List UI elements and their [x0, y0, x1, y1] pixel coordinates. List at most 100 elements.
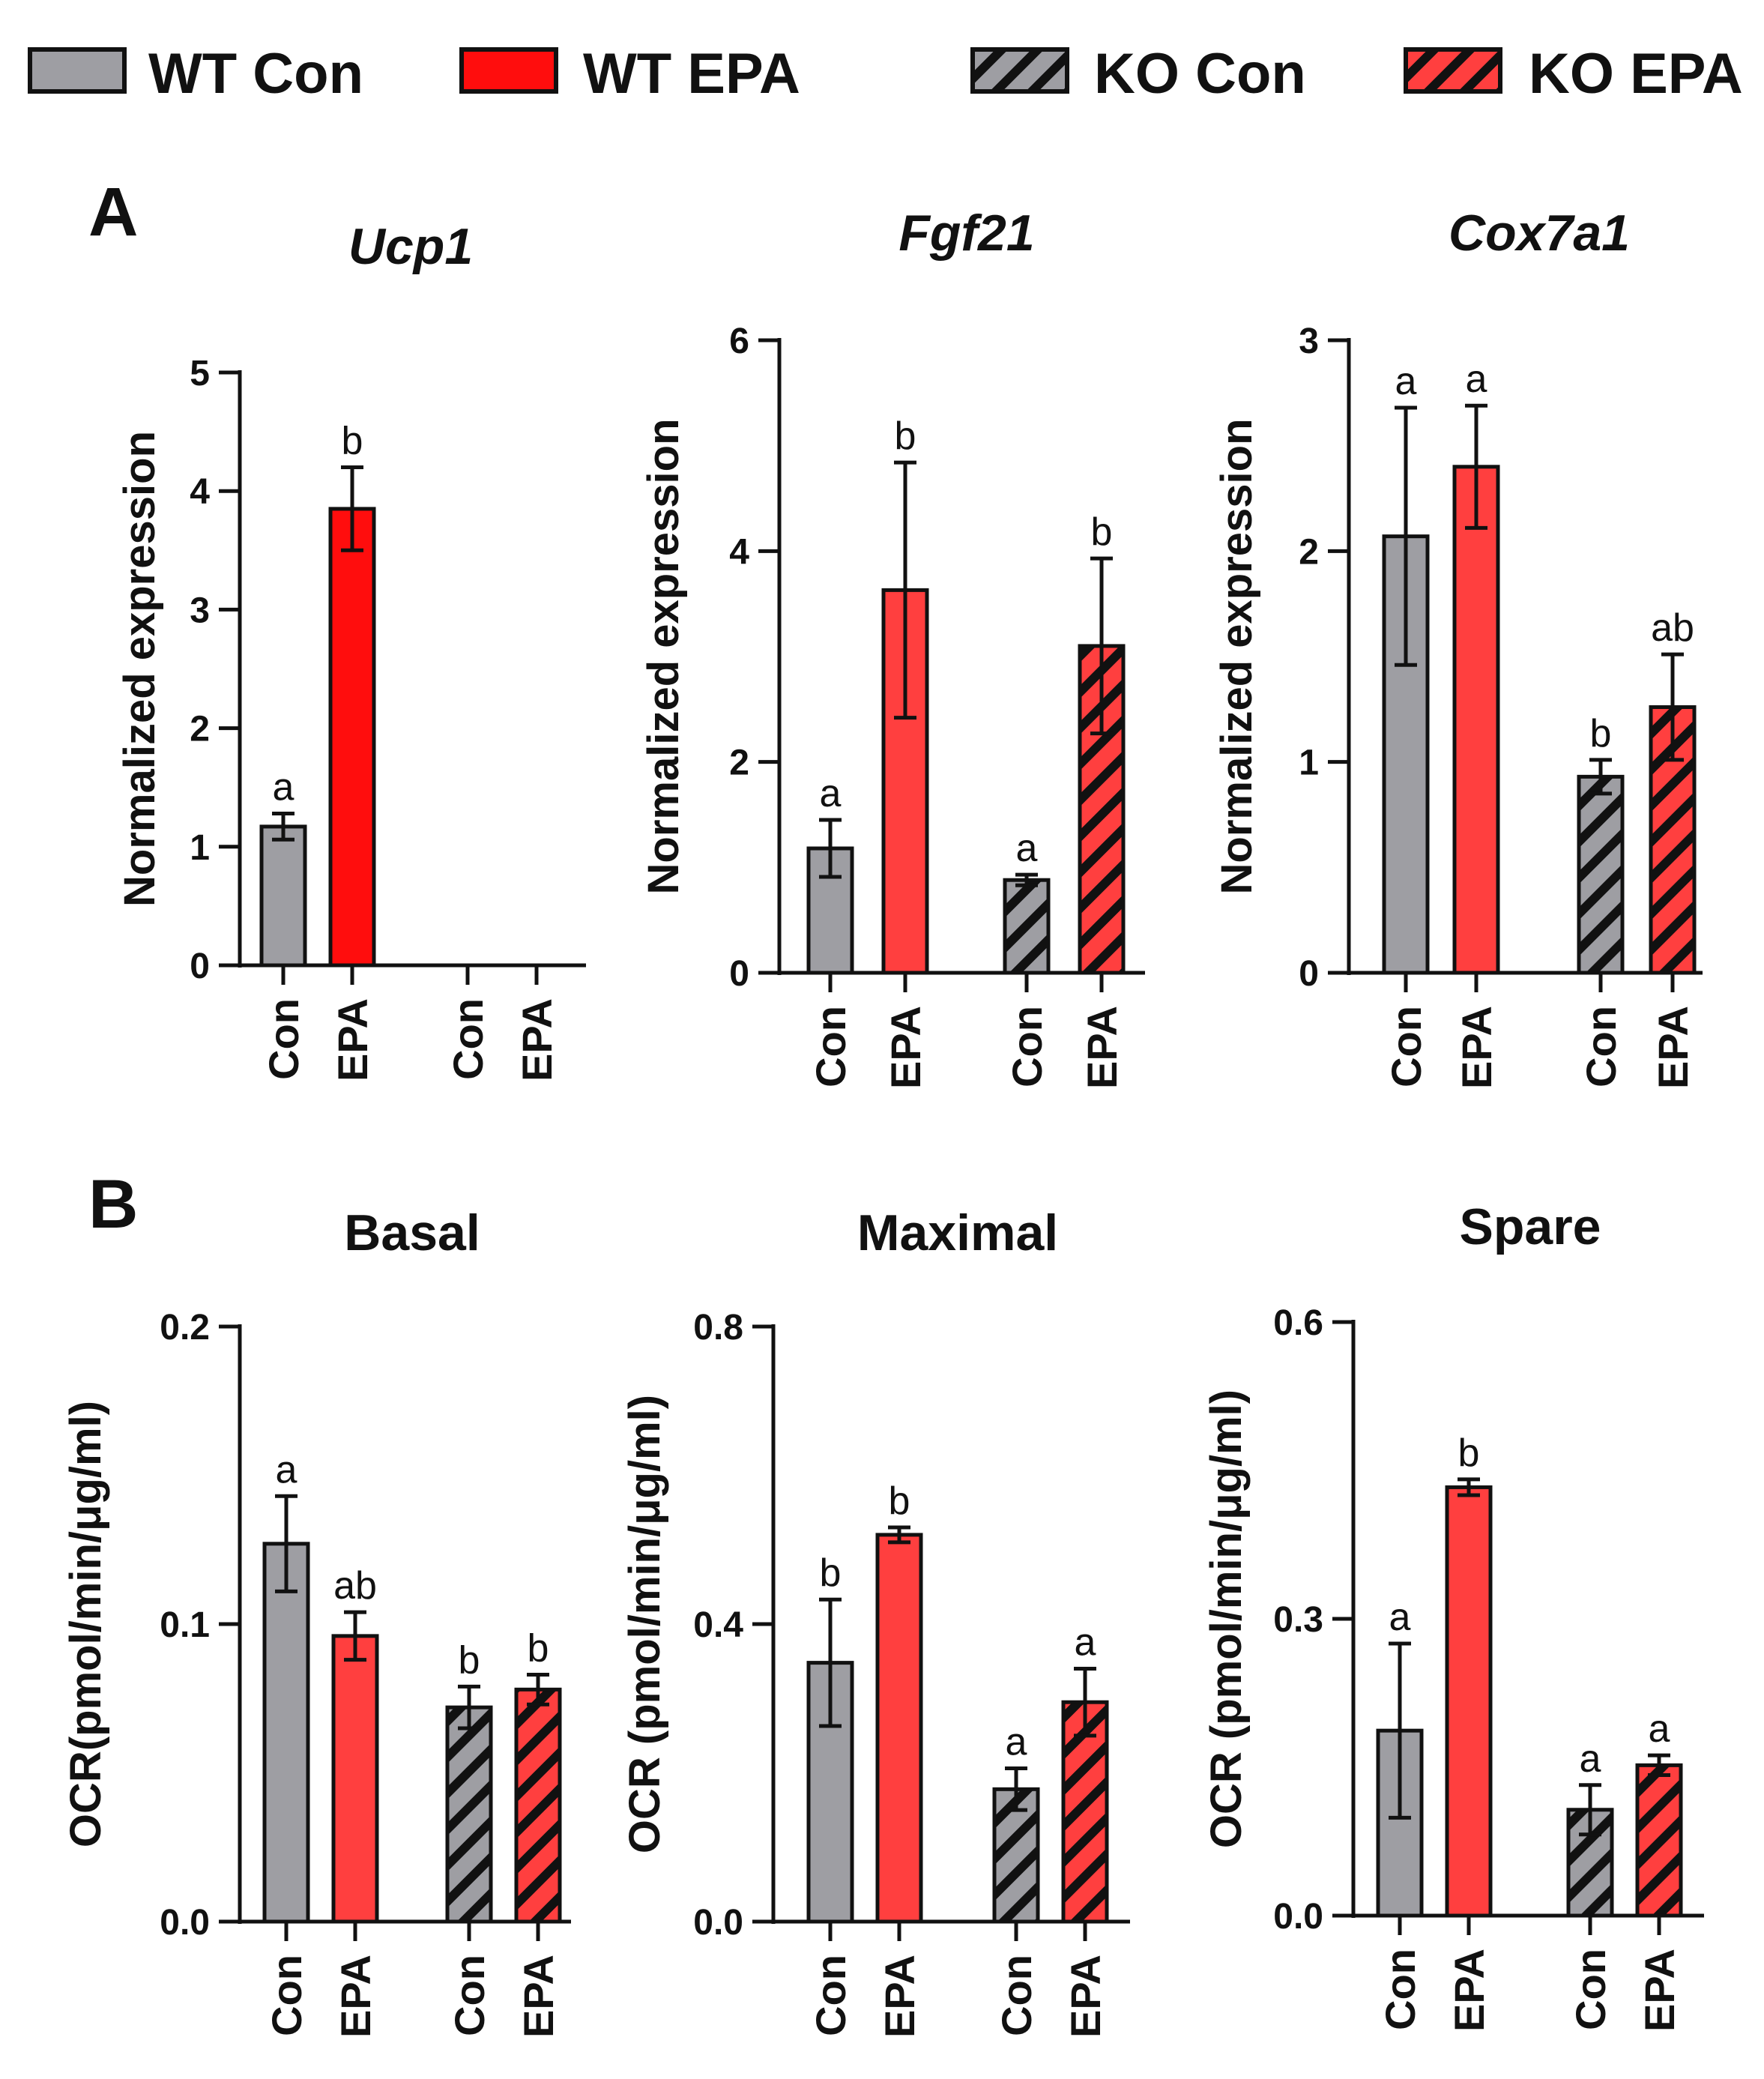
chart-3-xtick-label: EPA — [515, 1955, 562, 2038]
legend-swatch-ko-con — [970, 47, 1069, 94]
chart-0-xtick-label: EPA — [329, 998, 376, 1081]
chart-3-ytick-label: 0.1 — [160, 1605, 210, 1645]
chart-2-ylabel: Normalized expression — [1212, 419, 1261, 895]
chart-0-ytick-label: 1 — [190, 828, 210, 868]
chart-2-sig-label-wt-epa: a — [1466, 357, 1487, 401]
chart-0-ytick-label: 5 — [190, 354, 210, 393]
chart-2-bar-wt-epa — [1452, 465, 1500, 975]
chart-0-bar-wt-con — [259, 824, 307, 968]
chart-1-ytick-label: 2 — [729, 743, 749, 783]
chart-5-xtick-label: EPA — [1636, 1949, 1683, 2032]
chart-3-bar-wt-epa — [331, 1634, 379, 1924]
chart-5-xtick-label: EPA — [1446, 1949, 1493, 2032]
legend-item-ko-epa: KO EPA — [1404, 42, 1743, 106]
chart-maximal: Maximal OCR (pmol/min/μg/ml) 0.0 0.4 0.8 Con b… — [620, 1204, 1130, 2038]
chart-5-sig-label-wt-epa: b — [1458, 1431, 1480, 1475]
chart-3-bar-wt-con — [262, 1542, 310, 1924]
chart-2-sig-label-ko-con: b — [1590, 712, 1612, 755]
chart-3-xtick-label: Con — [263, 1955, 310, 2036]
chart-2-xtick-label: EPA — [1453, 1006, 1500, 1089]
legend-label-ko-epa: KO EPA — [1529, 42, 1743, 106]
chart-1-ytick-label: 0 — [729, 954, 749, 994]
chart-2-xtick-label: Con — [1577, 1006, 1625, 1087]
chart-4-ytick-label: 0.8 — [693, 1308, 743, 1348]
chart-3-sig-label-wt-con: a — [276, 1448, 297, 1491]
chart-3-xtick-label: Con — [446, 1955, 493, 2036]
chart-2-bar-ko-con — [1577, 774, 1625, 975]
chart-3-ytick-label: 0.2 — [160, 1308, 210, 1348]
chart-0-bar-wt-epa — [328, 507, 376, 968]
chart-3-ylabel: OCR(pmol/min/μg/ml) — [61, 1401, 110, 1847]
chart-1-title: Fgf21 — [898, 205, 1034, 262]
chart-1-sig-label-wt-con: a — [820, 772, 842, 815]
chart-3-sig-label-ko-epa: b — [528, 1626, 549, 1670]
chart-1-sig-label-ko-epa: b — [1091, 510, 1113, 554]
chart-3-title: Basal — [344, 1204, 480, 1261]
chart-5-ytick-label: 0.6 — [1273, 1303, 1323, 1343]
chart-4-sig-label-ko-con: a — [1006, 1721, 1027, 1764]
chart-5-sig-label-ko-epa: a — [1649, 1707, 1670, 1751]
chart-5-xtick-label: Con — [1377, 1949, 1424, 2030]
chart-0-xtick-label: EPA — [513, 998, 561, 1081]
chart-3-sig-label-wt-epa: ab — [333, 1564, 377, 1608]
chart-3-ytick-label: 0.0 — [160, 1903, 210, 1943]
legend-item-ko-con: KO Con — [970, 42, 1306, 106]
chart-3-sig-label-ko-con: b — [459, 1638, 480, 1682]
legend-label-wt-con: WT Con — [148, 42, 363, 106]
chart-4-xtick-label: Con — [807, 1955, 854, 2036]
chart-0-ytick-label: 0 — [190, 947, 210, 986]
chart-4-xtick-label: EPA — [1062, 1955, 1109, 2038]
chart-3-bar-ko-epa — [514, 1687, 562, 1924]
legend-swatch-ko-epa — [1404, 47, 1502, 94]
chart-0-ylabel: Normalized expression — [115, 431, 164, 907]
chart-3-xtick-label: EPA — [332, 1955, 379, 2038]
legend-label-ko-con: KO Con — [1094, 42, 1306, 106]
chart-5-ylabel: OCR (pmol/min/μg/ml) — [1202, 1389, 1251, 1848]
chart-2-title: Cox7a1 — [1449, 205, 1630, 262]
chart-0-ytick-label: 4 — [190, 472, 210, 512]
legend-swatch-wt-con — [28, 47, 127, 94]
chart-4-ytick-label: 0.0 — [693, 1903, 743, 1943]
chart-0-xtick-label: Con — [444, 998, 492, 1080]
chart-2-ytick-label: 3 — [1299, 322, 1319, 361]
chart-spare: Spare OCR (pmol/min/μg/ml) 0.0 0.3 0.6 Con a EP… — [1202, 1198, 1704, 2032]
chart-4-title: Maximal — [857, 1204, 1058, 1261]
chart-fgf21: Fgf21 Normalized expression 0 2 4 6 Con a EPA b Co… — [639, 205, 1145, 1089]
chart-5-bar-ko-epa — [1635, 1763, 1683, 1918]
chart-4-sig-label-ko-epa: a — [1075, 1621, 1096, 1665]
chart-1-xtick-label: Con — [1003, 1006, 1051, 1087]
chart-2-sig-label-wt-con: a — [1395, 360, 1417, 403]
chart-1-xtick-label: Con — [807, 1006, 854, 1087]
chart-5-ytick-label: 0.0 — [1273, 1897, 1323, 1937]
chart-0-xtick-label: Con — [260, 998, 307, 1080]
chart-1-bar-ko-con — [1003, 878, 1051, 975]
chart-2-ytick-label: 0 — [1299, 954, 1319, 994]
chart-0-ytick-label: 3 — [190, 591, 210, 630]
chart-4-ytick-label: 0.4 — [693, 1605, 743, 1645]
chart-5-sig-label-ko-con: a — [1580, 1737, 1601, 1781]
chart-4-xtick-label: Con — [993, 1955, 1040, 2036]
chart-1-ytick-label: 6 — [729, 322, 749, 361]
chart-2-ytick-label: 2 — [1299, 532, 1319, 572]
chart-5-sig-label-wt-con: a — [1389, 1596, 1411, 1639]
chart-5-ytick-label: 0.3 — [1273, 1600, 1323, 1640]
chart-2-sig-label-ko-epa: ab — [1651, 606, 1694, 650]
chart-5-xtick-label: Con — [1567, 1949, 1614, 2030]
legend-item-wt-con: WT Con — [28, 42, 363, 106]
chart-4-sig-label-wt-epa: b — [889, 1479, 910, 1523]
chart-1-xtick-label: EPA — [882, 1006, 929, 1089]
chart-1-sig-label-wt-epa: b — [895, 414, 916, 458]
chart-3-bar-ko-con — [445, 1705, 493, 1924]
chart-ucp1: Ucp1 Normalized expression 0 1 2 3 4 5 Con a EPA b C… — [115, 218, 586, 1081]
chart-2-xtick-label: EPA — [1649, 1006, 1697, 1089]
chart-cox7a1: Cox7a1 Normalized expression 0 1 2 3 Con a EPA a C… — [1212, 205, 1703, 1089]
chart-1-ytick-label: 4 — [729, 532, 749, 572]
chart-4-xtick-label: EPA — [876, 1955, 923, 2038]
chart-1-sig-label-ko-con: a — [1016, 827, 1038, 870]
chart-1-ylabel: Normalized expression — [639, 419, 688, 895]
chart-2-xtick-label: Con — [1383, 1006, 1430, 1087]
chart-5-title: Spare — [1460, 1198, 1601, 1255]
chart-0-title: Ucp1 — [348, 218, 473, 275]
chart-0-sig-label-wt-con: a — [273, 766, 294, 809]
legend-label-wt-epa: WT EPA — [583, 42, 800, 106]
